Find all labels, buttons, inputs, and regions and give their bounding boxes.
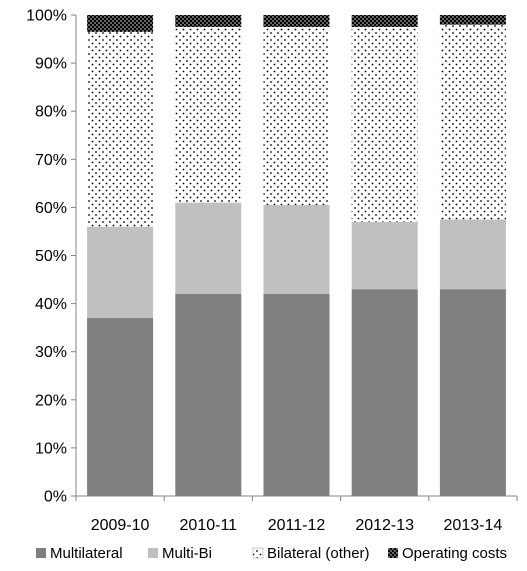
legend-swatch	[36, 548, 46, 558]
y-tick-label: 100%	[26, 8, 67, 25]
y-tick-label: 50%	[35, 248, 67, 265]
x-tick-label: 2013-14	[444, 517, 503, 534]
bar-segment-operating-costs-2011-12	[263, 15, 330, 28]
bar-segment-operating-costs-2012-13	[351, 15, 418, 28]
legend-swatch	[252, 547, 264, 559]
bars	[87, 15, 506, 496]
y-tick-label: 20%	[35, 392, 67, 409]
legend-label: Multi-Bi	[162, 545, 212, 562]
legend-swatch	[148, 548, 158, 558]
y-tick-label: 10%	[35, 440, 67, 457]
bar-segment-multilateral-2011-12	[263, 293, 330, 496]
legend-label: Bilateral (other)	[267, 545, 370, 562]
x-tick-label: 2011-12	[268, 517, 326, 534]
bar-segment-operating-costs-2013-14	[439, 15, 506, 25]
x-tick-label: 2009-10	[91, 517, 150, 534]
bar-segment-bilateral-other-2009-10	[87, 31, 154, 227]
y-tick-label: 30%	[35, 344, 67, 361]
y-tick-label: 40%	[35, 296, 67, 313]
x-tick-labels: 2009-10 2010-11 2011-12 2012-13 2013-14	[91, 517, 503, 534]
bar-segment-bilateral-other-2013-14	[439, 24, 506, 220]
y-tick-label: 70%	[35, 152, 67, 169]
bar-segment-multi-bi-2013-14	[439, 219, 506, 290]
y-tick-label: 90%	[35, 56, 67, 73]
bar-segment-operating-costs-2010-11	[175, 15, 242, 28]
x-tick-label: 2010-11	[180, 517, 238, 534]
bar-segment-multi-bi-2011-12	[263, 204, 330, 294]
bar-segment-multilateral-2010-11	[175, 293, 242, 496]
y-tick-label: 80%	[35, 104, 67, 121]
bar-segment-multi-bi-2012-13	[351, 221, 418, 290]
bar-segment-multilateral-2009-10	[87, 318, 154, 496]
bar-segment-bilateral-other-2011-12	[263, 27, 330, 205]
y-tick-labels: 0% 10% 20% 30% 40% 50% 60% 70% 80% 90% 100%	[26, 8, 67, 506]
bar-segment-bilateral-other-2010-11	[175, 27, 242, 203]
bar-segment-multi-bi-2010-11	[175, 202, 242, 294]
bar-segment-operating-costs-2009-10	[87, 15, 154, 32]
legend-label: Operating costs	[402, 545, 507, 562]
bar-segment-bilateral-other-2012-13	[351, 27, 418, 222]
bar-segment-multilateral-2013-14	[439, 289, 506, 496]
legend: Multilateral Multi-Bi Bilateral (other) Ope…	[36, 545, 507, 562]
bar-segment-multilateral-2012-13	[351, 289, 418, 496]
y-tick-label: 0%	[44, 489, 67, 506]
legend-swatch	[388, 548, 398, 558]
y-tick-label: 60%	[35, 200, 67, 217]
x-tick-label: 2012-13	[355, 517, 414, 534]
legend-label: Multilateral	[50, 545, 123, 562]
bar-segment-multi-bi-2009-10	[87, 226, 154, 319]
